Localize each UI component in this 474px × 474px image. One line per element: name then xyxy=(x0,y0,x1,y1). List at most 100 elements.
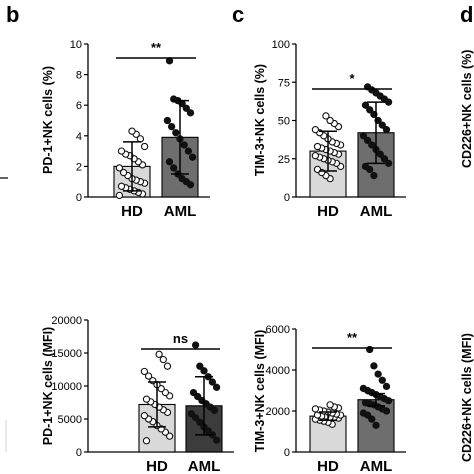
data-point-hd xyxy=(128,127,136,135)
data-point-aml xyxy=(372,421,380,429)
data-point-hd xyxy=(326,401,334,409)
data-point-hd xyxy=(313,142,322,151)
data-point-aml xyxy=(382,382,391,391)
category-label-hd: HD xyxy=(121,203,143,220)
data-point-aml xyxy=(359,132,368,140)
data-point-aml xyxy=(180,141,188,149)
data-point-aml xyxy=(374,370,382,378)
category-label-hd: HD xyxy=(317,203,339,220)
y-axis-title: PD-1+NK cells (MFI) xyxy=(41,327,55,445)
y-tick-label: 0 xyxy=(76,192,82,204)
y-tick-label: 20000 xyxy=(51,315,82,327)
data-point-aml xyxy=(376,150,384,158)
data-point-aml xyxy=(189,388,198,397)
data-point-aml xyxy=(184,147,193,155)
data-point-hd xyxy=(140,412,149,420)
data-point-aml xyxy=(366,106,374,114)
data-point-aml xyxy=(370,171,378,180)
data-point-hd xyxy=(311,126,320,134)
data-point-aml xyxy=(172,129,180,137)
data-point-aml xyxy=(359,384,368,393)
y-tick-label: 0 xyxy=(76,447,82,459)
data-point-aml xyxy=(380,155,389,163)
data-point-aml xyxy=(378,376,386,384)
data-point-aml xyxy=(378,121,386,129)
y-tick-label: 0 xyxy=(284,447,290,459)
data-point-aml xyxy=(188,153,197,161)
y-tick-label: 25 xyxy=(278,154,290,166)
data-point-aml xyxy=(196,362,204,370)
y-tick-label: 15000 xyxy=(51,348,82,360)
data-point-hd xyxy=(311,405,320,413)
data-point-hd xyxy=(159,355,167,364)
y-tick-label: 10 xyxy=(70,39,82,51)
significance-label: * xyxy=(349,71,355,86)
significance-label: ns xyxy=(173,331,188,346)
data-point-aml xyxy=(182,104,190,112)
category-label-hd: HD xyxy=(317,458,339,474)
data-point-aml xyxy=(167,122,176,131)
category-label-aml: AML xyxy=(164,203,197,220)
y-axis-title: TIM-3+NK cells (MFI) xyxy=(253,330,267,453)
data-point-aml xyxy=(200,367,208,375)
data-point-hd xyxy=(140,367,149,376)
data-point-hd xyxy=(115,191,124,200)
data-point-aml xyxy=(361,162,370,171)
data-point-aml xyxy=(196,418,204,426)
data-point-aml xyxy=(187,410,196,418)
chart-panel-1: PD-1+NK cells (%) 0 2 4 6 8 10 HD AML ** xyxy=(41,39,210,220)
y-axis-title: PD-1+NK cells (%) xyxy=(41,66,55,174)
data-point-aml xyxy=(382,126,391,134)
category-label-hd: HD xyxy=(146,458,168,474)
y-axis-title: TIM-3+NK cells (%) xyxy=(253,64,267,176)
y-tick-label: 0 xyxy=(284,192,290,204)
data-point-aml xyxy=(165,158,174,166)
chart-panel-4: TIM-3+NK cells (MFI) 0 2000 4000 6000 HD AML ** xyxy=(253,324,406,474)
panel-letter-c: c xyxy=(232,2,244,27)
y-tick-label: 6000 xyxy=(266,324,290,336)
data-point-aml xyxy=(370,362,378,370)
data-point-hd xyxy=(117,182,126,190)
category-label-aml: AML xyxy=(360,203,393,220)
data-point-aml xyxy=(178,174,186,183)
y-tick-label: 2 xyxy=(76,161,82,173)
cd226-mfi-axis-title: CD226+NK cells (MFI) xyxy=(460,333,474,462)
chart-panel-2: TIM-3+NK cells (%) 0 25 50 75 100 HD AML * xyxy=(253,39,406,220)
y-tick-label: 6 xyxy=(76,100,82,112)
data-point-aml xyxy=(208,378,217,386)
data-point-aml xyxy=(368,141,376,149)
category-label-aml: AML xyxy=(360,458,393,474)
y-tick-label: 5000 xyxy=(58,414,82,426)
y-tick-label: 2000 xyxy=(266,406,290,418)
data-point-aml xyxy=(212,436,221,444)
y-tick-label: 75 xyxy=(278,77,290,89)
y-tick-label: 8 xyxy=(76,70,82,82)
significance-label: ** xyxy=(151,40,162,55)
data-point-aml xyxy=(212,383,221,391)
y-tick-label: 50 xyxy=(278,116,290,128)
data-point-aml xyxy=(368,415,376,423)
category-label-aml: AML xyxy=(188,458,221,474)
data-point-hd xyxy=(155,350,163,358)
data-point-hd xyxy=(119,168,128,177)
data-point-hd xyxy=(322,112,330,120)
data-point-aml xyxy=(361,101,370,109)
data-point-hd xyxy=(117,147,126,155)
data-point-hd xyxy=(163,362,172,370)
significance-label: ** xyxy=(347,330,358,345)
data-point-hd xyxy=(311,152,320,160)
data-point-hd xyxy=(142,395,151,403)
data-point-aml xyxy=(191,341,200,349)
data-point-hd xyxy=(142,437,151,445)
data-point-hd xyxy=(140,142,149,151)
y-tick-label: 10000 xyxy=(51,381,82,393)
data-point-aml xyxy=(359,409,368,417)
y-tick-label: 100 xyxy=(272,39,290,51)
y-tick-label: 4 xyxy=(76,131,82,143)
data-point-hd xyxy=(144,372,153,380)
panel-letter-b: b xyxy=(6,2,19,27)
data-point-aml xyxy=(384,159,393,167)
y-tick-label: 4000 xyxy=(266,365,290,377)
data-point-aml xyxy=(361,399,370,407)
